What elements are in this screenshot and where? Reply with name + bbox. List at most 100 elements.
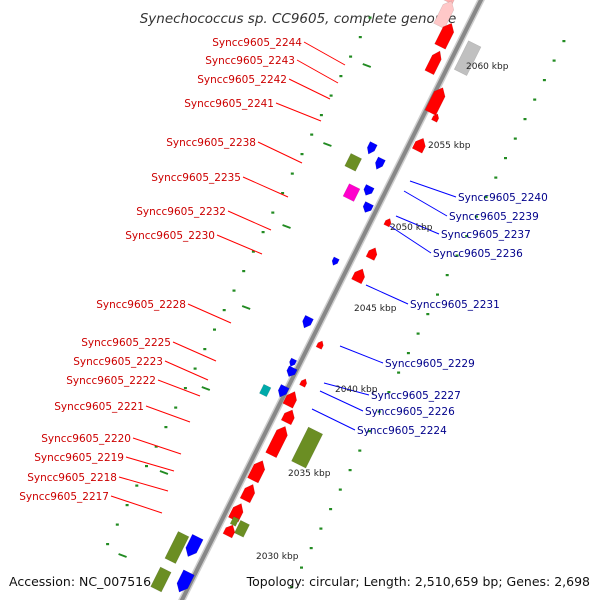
gene-label-reverse[interactable]: Syncc9605_2227: [371, 390, 461, 402]
gene-feature[interactable]: [282, 389, 300, 409]
gene-feature[interactable]: [373, 156, 386, 171]
tick-mark: [319, 114, 323, 117]
gene-label-reverse[interactable]: Syncc9605_2224: [357, 425, 447, 437]
tick-mark: [329, 94, 333, 97]
gene-feature[interactable]: [411, 136, 428, 154]
gene-label-reverse[interactable]: Syncc9605_2229: [385, 358, 475, 370]
gene-label-reverse[interactable]: Syncc9605_2226: [365, 406, 455, 418]
label-leader-line: [257, 141, 303, 164]
gene-label-forward[interactable]: Syncc9605_2223: [73, 356, 163, 368]
gene-feature[interactable]: [222, 523, 237, 539]
tick-mark: [368, 16, 372, 19]
gene-feature[interactable]: [247, 458, 268, 484]
gene-feature[interactable]: [299, 377, 308, 388]
gene-feature[interactable]: [424, 49, 445, 76]
tick-mark: [406, 352, 410, 355]
gene-label-forward[interactable]: Syncc9605_2220: [41, 433, 131, 445]
gene-feature[interactable]: [150, 566, 172, 593]
tick-mark: [222, 309, 226, 312]
gene-label-reverse[interactable]: Syncc9605_2231: [410, 299, 500, 311]
tick-mark: [193, 367, 197, 370]
tick-mark: [358, 36, 362, 39]
scale-layer: 2060 kbp 2055 kbp 2050 kbp 2045 kbp 2040 kbp…: [118, 62, 509, 562]
gene-feature[interactable]: [265, 424, 291, 459]
gene-feature[interactable]: [164, 531, 190, 564]
gene-label-forward[interactable]: Syncc9605_2221: [54, 401, 144, 413]
tick-mark: [562, 40, 566, 43]
tick-mark: [290, 172, 294, 175]
gene-feature[interactable]: [288, 357, 298, 368]
gene-feature[interactable]: [330, 256, 340, 267]
tick-mark: [542, 79, 546, 82]
gene-feature[interactable]: [433, 0, 457, 29]
tick-mark: [494, 176, 498, 179]
tick-mark: [513, 137, 517, 140]
gene-label-forward[interactable]: Syncc9605_2217: [19, 491, 109, 503]
gene-feature[interactable]: [351, 266, 367, 285]
scale-tick: [118, 553, 127, 558]
scale-label: 2035 kbp: [288, 469, 331, 479]
gene-feature[interactable]: [229, 516, 240, 527]
gene-label-forward[interactable]: Syncc9605_2230: [125, 230, 215, 242]
gene-feature[interactable]: [183, 533, 204, 559]
gene-label-forward[interactable]: Syncc9605_2235: [151, 172, 241, 184]
gene-label-forward[interactable]: Syncc9605_2238: [166, 137, 256, 149]
gene-label-forward[interactable]: Syncc9605_2241: [184, 98, 274, 110]
gene-feature[interactable]: [361, 201, 374, 215]
tick-mark: [484, 196, 488, 199]
gene-feature[interactable]: [315, 340, 325, 350]
gene-feature[interactable]: [291, 426, 324, 469]
gene-feature[interactable]: [174, 569, 195, 595]
tick-mark: [533, 98, 537, 101]
tick-mark: [290, 586, 294, 589]
tick-mark: [106, 543, 110, 546]
gene-feature[interactable]: [431, 112, 440, 123]
label-leader-line: [125, 456, 175, 472]
label-leader-line: [164, 360, 209, 381]
gene-label-forward[interactable]: Syncc9605_2243: [205, 55, 295, 67]
tick-mark: [349, 55, 353, 58]
gene-label-forward[interactable]: Syncc9605_2244: [212, 37, 302, 49]
gene-label-forward[interactable]: Syncc9605_2219: [34, 452, 124, 464]
tick-mark: [426, 313, 430, 316]
gene-label-reverse[interactable]: Syncc9605_2236: [433, 248, 523, 260]
gene-label-forward[interactable]: Syncc9605_2222: [66, 375, 156, 387]
gene-feature[interactable]: [344, 153, 363, 172]
label-leader-line: [242, 176, 289, 198]
gene-feature[interactable]: [239, 482, 258, 504]
gene-feature[interactable]: [234, 519, 250, 538]
gene-label-forward[interactable]: Syncc9605_2228: [96, 299, 186, 311]
label-leader-line: [365, 284, 409, 305]
label-leader-line: [303, 41, 346, 66]
gene-feature[interactable]: [300, 314, 314, 330]
gene-label-reverse[interactable]: Syncc9605_2237: [441, 229, 531, 241]
gene-label-forward[interactable]: Syncc9605_2218: [27, 472, 117, 484]
gene-feature[interactable]: [424, 85, 448, 116]
label-leader-line: [403, 190, 448, 217]
tick-mark: [261, 231, 265, 234]
gene-label-reverse[interactable]: Syncc9605_2239: [449, 211, 539, 223]
tick-mark: [523, 118, 527, 121]
tick-mark: [271, 211, 275, 214]
tick-mark: [213, 328, 216, 331]
scale-tick: [159, 470, 169, 475]
gene-label-forward[interactable]: Syncc9605_2242: [197, 74, 287, 86]
gene-feature[interactable]: [342, 183, 361, 202]
gene-feature[interactable]: [276, 383, 290, 399]
gene-label-forward[interactable]: Syncc9605_2232: [136, 206, 226, 218]
gene-feature[interactable]: [383, 217, 393, 228]
gene-label-forward[interactable]: Syncc9605_2225: [81, 337, 171, 349]
tick-mark: [348, 469, 352, 472]
gene-feature[interactable]: [453, 40, 482, 76]
summary-text: Topology: circular; Length: 2,510,659 bp…: [246, 574, 590, 589]
gene-label-reverse[interactable]: Syncc9605_2240: [458, 192, 548, 204]
gene-feature[interactable]: [365, 141, 378, 156]
scale-tick: [362, 63, 372, 68]
gene-feature[interactable]: [365, 246, 379, 261]
gene-feature[interactable]: [285, 365, 298, 379]
scale-tick: [241, 305, 251, 310]
gene-feature[interactable]: [259, 383, 272, 398]
gene-feature[interactable]: [434, 21, 457, 50]
gene-feature[interactable]: [362, 184, 375, 197]
gene-feature[interactable]: [280, 407, 297, 426]
